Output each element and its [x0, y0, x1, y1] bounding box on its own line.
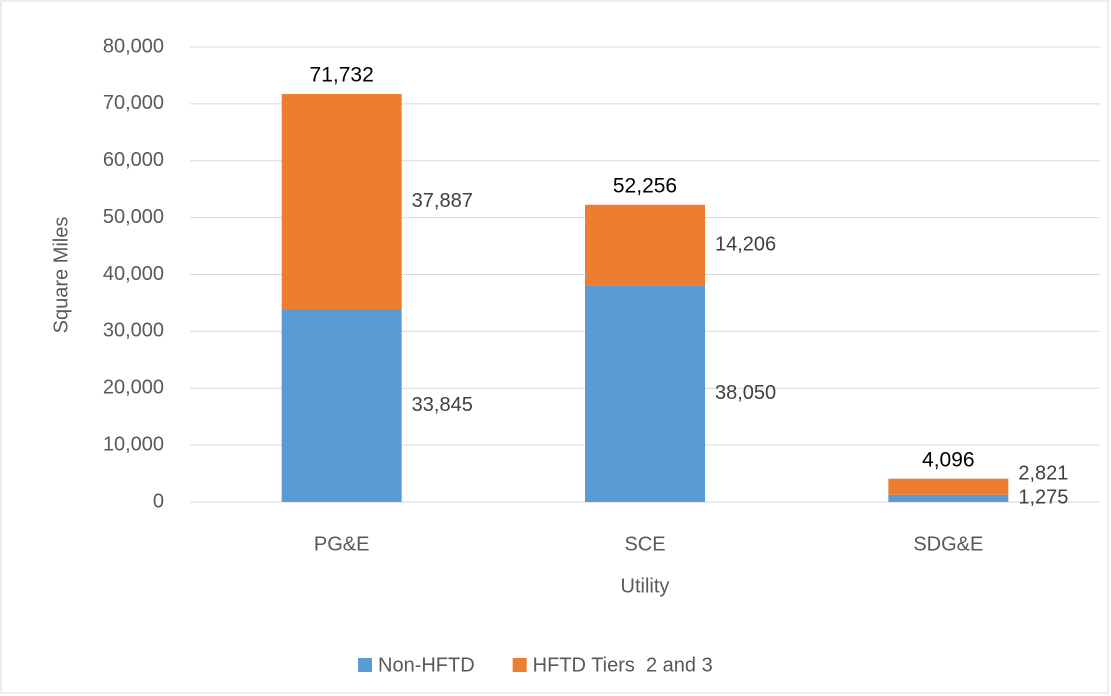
legend-swatch	[358, 658, 372, 672]
y-tick-label: 80,000	[103, 35, 164, 57]
bar-segment	[585, 204, 705, 286]
data-label: 33,845	[412, 394, 473, 416]
total-label: 4,096	[922, 448, 975, 471]
bar-segment	[585, 285, 705, 502]
y-tick-label: 70,000	[103, 92, 164, 114]
y-tick-label: 10,000	[103, 433, 164, 455]
total-label: 52,256	[613, 174, 677, 197]
data-label: 38,050	[715, 382, 776, 404]
y-tick-label: 60,000	[103, 149, 164, 171]
legend-swatch	[512, 658, 527, 672]
x-tick-label: PG&E	[314, 533, 370, 555]
bar-segment	[888, 494, 1009, 502]
y-tick-label: 0	[153, 490, 164, 512]
legend-label: Non-HFTD	[378, 654, 475, 676]
y-tick-label: 30,000	[103, 320, 164, 342]
data-label: 37,887	[412, 190, 473, 212]
x-tick-label: SDG&E	[913, 533, 983, 555]
x-axis-title: Utility	[621, 575, 670, 597]
data-label: 14,206	[715, 233, 776, 255]
data-label: 2,821	[1018, 463, 1068, 485]
legend-label: HFTD Tiers 2 and 3	[533, 654, 713, 676]
y-tick-label: 40,000	[103, 263, 164, 285]
bar-segment	[281, 94, 402, 310]
y-tick-label: 20,000	[103, 377, 164, 399]
data-label: 1,275	[1018, 487, 1068, 509]
y-tick-label: 50,000	[103, 206, 164, 228]
bar-segment	[281, 309, 402, 502]
x-tick-label: SCE	[624, 533, 665, 555]
total-label: 71,732	[310, 64, 374, 87]
y-axis-title: Square Miles	[50, 217, 72, 334]
bar-segment	[888, 478, 1009, 495]
